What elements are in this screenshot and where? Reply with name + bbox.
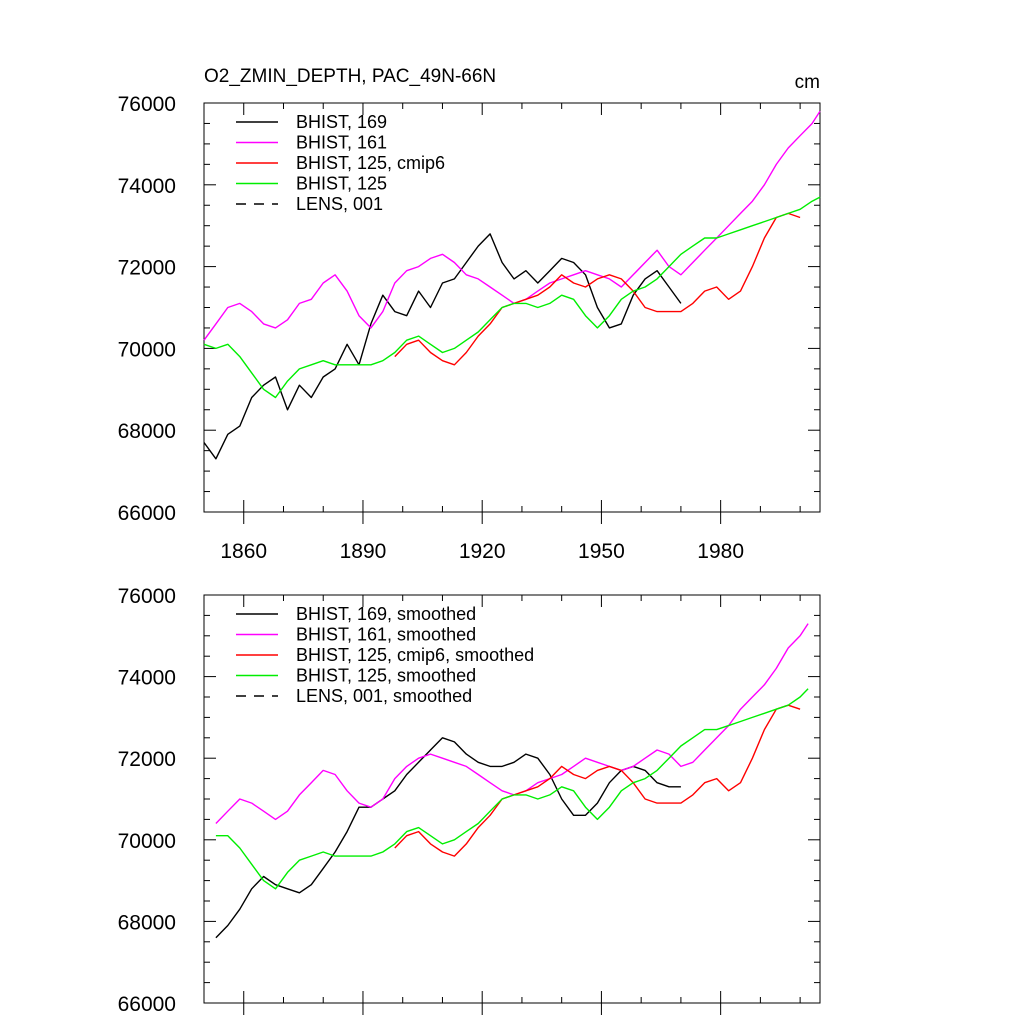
- x-tick-label: 1980: [697, 540, 744, 563]
- legend-label: BHIST, 125, cmip6: [296, 153, 445, 173]
- y-tick-label: 66000: [118, 993, 176, 1016]
- y-tick-label: 72000: [118, 257, 176, 280]
- y-tick-label: 70000: [118, 338, 176, 361]
- bottom-panel: 66000 68000 70000 72000 74000 76000 BHIST, 169…: [118, 585, 821, 1016]
- legend-label: BHIST, 169: [296, 112, 387, 132]
- legend-label: BHIST, 169, smoothed: [296, 604, 476, 624]
- series-line-2: [394, 212, 801, 366]
- y-tick-label: 72000: [118, 748, 176, 771]
- legend-label: BHIST, 161, smoothed: [296, 625, 476, 645]
- top-panel: 66000 68000 70000 72000 74000 76000 1860 1890 19…: [118, 93, 821, 563]
- y-tick-label: 74000: [118, 175, 176, 198]
- y-tick-label: 74000: [118, 667, 176, 690]
- chart-title: O2_ZMIN_DEPTH, PAC_49N-66N: [204, 66, 496, 87]
- y-tick-label: 68000: [118, 420, 176, 443]
- y-tick-label: 70000: [118, 830, 176, 853]
- series-line-3: [203, 196, 821, 399]
- x-tick-label: 1860: [220, 540, 267, 563]
- series-line-3: [215, 688, 809, 890]
- legend-label: BHIST, 125, cmip6, smoothed: [296, 645, 534, 665]
- legend-label: BHIST, 125, smoothed: [296, 666, 476, 686]
- x-tick-label: 1950: [578, 540, 625, 563]
- series-line-0: [203, 233, 682, 460]
- legend-label: LENS, 001, smoothed: [296, 686, 472, 706]
- y-tick-label: 68000: [118, 911, 176, 934]
- series-line-0: [215, 737, 681, 939]
- units-label: cm: [795, 72, 820, 93]
- y-tick-label: 76000: [118, 585, 176, 608]
- y-tick-label: 76000: [118, 93, 176, 116]
- y-tick-label: 66000: [118, 502, 176, 525]
- legend-label: BHIST, 161: [296, 133, 387, 153]
- x-tick-label: 1920: [459, 540, 506, 563]
- legend-label: BHIST, 125: [296, 174, 387, 194]
- legend-label: LENS, 001: [296, 194, 383, 214]
- x-tick-label: 1890: [340, 540, 387, 563]
- series-line-2: [394, 704, 801, 857]
